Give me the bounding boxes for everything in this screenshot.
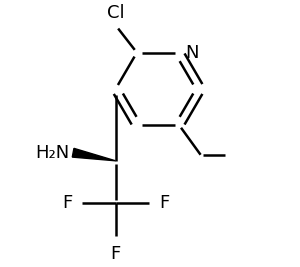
Text: Cl: Cl xyxy=(107,4,124,22)
Text: N: N xyxy=(185,44,199,62)
Text: F: F xyxy=(110,245,121,263)
Text: F: F xyxy=(159,194,169,212)
Text: H₂N: H₂N xyxy=(35,144,69,162)
Polygon shape xyxy=(72,148,116,161)
Text: F: F xyxy=(62,194,72,212)
